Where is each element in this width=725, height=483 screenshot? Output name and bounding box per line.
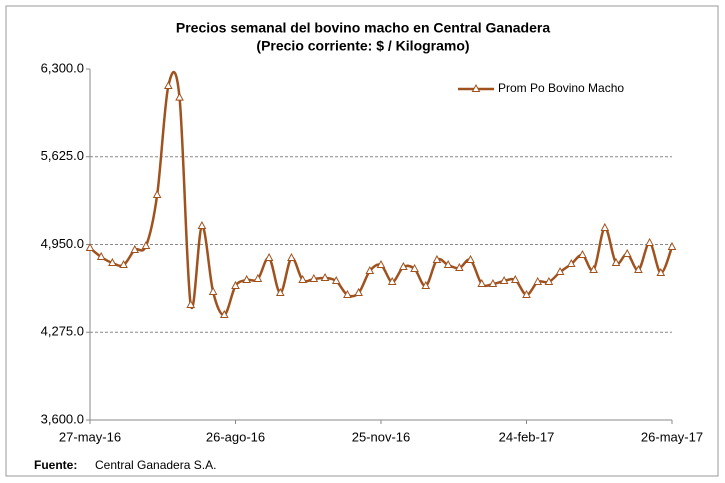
point-marker xyxy=(119,259,128,269)
y-tick-label: 4,950.0 xyxy=(41,236,84,251)
point-marker xyxy=(208,286,218,295)
point-marker xyxy=(656,267,666,276)
point-marker xyxy=(410,263,419,272)
point-marker xyxy=(108,257,117,266)
chart-frame xyxy=(5,5,719,477)
point-marker xyxy=(510,274,520,283)
point-marker xyxy=(354,287,363,296)
legend-marker xyxy=(471,83,481,92)
point-marker xyxy=(578,249,587,259)
point-marker xyxy=(421,280,431,289)
point-marker xyxy=(242,274,252,283)
point-marker xyxy=(253,273,263,282)
y-tick-label: 5,625.0 xyxy=(41,148,84,163)
point-marker xyxy=(186,299,196,308)
point-marker xyxy=(443,259,453,269)
point-marker xyxy=(365,265,375,275)
point-marker xyxy=(499,275,509,285)
point-marker xyxy=(331,275,341,285)
point-marker xyxy=(175,92,184,101)
point-marker xyxy=(645,237,654,246)
chart-title: Precios semanal del bovino macho en Cent… xyxy=(176,20,550,36)
point-marker xyxy=(85,242,95,252)
x-tick-label: 24-feb-17 xyxy=(499,429,555,444)
point-marker xyxy=(399,261,408,270)
point-marker xyxy=(264,252,274,262)
point-marker xyxy=(566,258,576,267)
source-label: Fuente: xyxy=(34,458,77,472)
y-tick-label: 4,275.0 xyxy=(41,324,84,339)
y-tick-label: 6,300.0 xyxy=(41,60,84,75)
point-marker xyxy=(141,241,151,250)
point-marker xyxy=(544,276,554,285)
point-marker xyxy=(600,222,610,231)
point-marker xyxy=(488,278,498,288)
point-marker xyxy=(622,248,632,257)
point-marker xyxy=(555,267,565,276)
point-marker xyxy=(477,278,487,288)
y-tick-label: 3,600.0 xyxy=(41,411,84,426)
point-marker xyxy=(343,289,352,298)
point-marker xyxy=(387,276,397,285)
point-marker xyxy=(152,189,162,198)
point-marker xyxy=(298,274,307,283)
point-marker xyxy=(164,80,173,90)
point-marker xyxy=(522,289,531,298)
point-marker xyxy=(287,252,296,262)
point-marker xyxy=(309,273,319,282)
point-marker xyxy=(455,262,464,272)
point-marker xyxy=(466,254,475,263)
chart-subtitle: (Precio corriente: $ / Kilogramo) xyxy=(256,38,469,54)
point-marker xyxy=(320,272,330,282)
point-marker xyxy=(667,241,677,250)
x-tick-label: 25-nov-16 xyxy=(352,429,411,444)
point-marker xyxy=(611,257,621,266)
point-marker xyxy=(533,276,543,285)
point-marker xyxy=(231,280,240,289)
point-marker xyxy=(96,251,106,260)
point-marker xyxy=(219,309,229,318)
point-marker xyxy=(432,254,442,263)
point-marker xyxy=(376,259,386,269)
x-tick-label: 26-may-17 xyxy=(641,429,703,444)
point-marker xyxy=(197,220,207,230)
x-tick-label: 26-ago-16 xyxy=(206,429,265,444)
point-marker xyxy=(275,287,285,296)
point-marker xyxy=(130,244,140,253)
source-text: Central Ganadera S.A. xyxy=(95,458,216,472)
point-marker xyxy=(589,264,598,273)
point-marker xyxy=(634,264,643,273)
legend-label: Prom Po Bovino Macho xyxy=(498,81,624,95)
x-tick-label: 27-may-16 xyxy=(59,429,121,444)
